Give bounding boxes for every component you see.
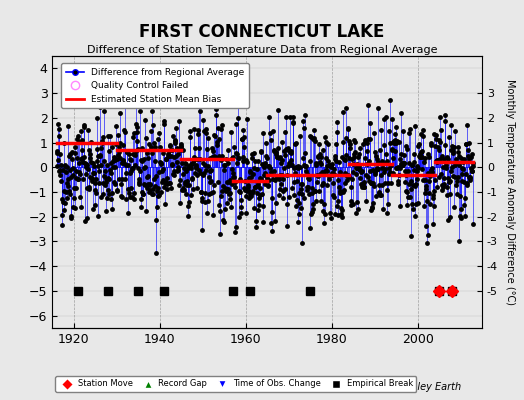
Text: Berkeley Earth: Berkeley Earth	[389, 382, 461, 392]
Text: Difference of Station Temperature Data from Regional Average: Difference of Station Temperature Data f…	[87, 45, 437, 55]
Legend: Station Move, Record Gap, Time of Obs. Change, Empirical Break: Station Move, Record Gap, Time of Obs. C…	[55, 376, 417, 392]
Legend: Difference from Regional Average, Quality Control Failed, Estimated Station Mean: Difference from Regional Average, Qualit…	[61, 63, 249, 108]
Y-axis label: Monthly Temperature Anomaly Difference (°C): Monthly Temperature Anomaly Difference (…	[505, 79, 515, 305]
Text: FIRST CONNECTICUT LAKE: FIRST CONNECTICUT LAKE	[139, 23, 385, 41]
